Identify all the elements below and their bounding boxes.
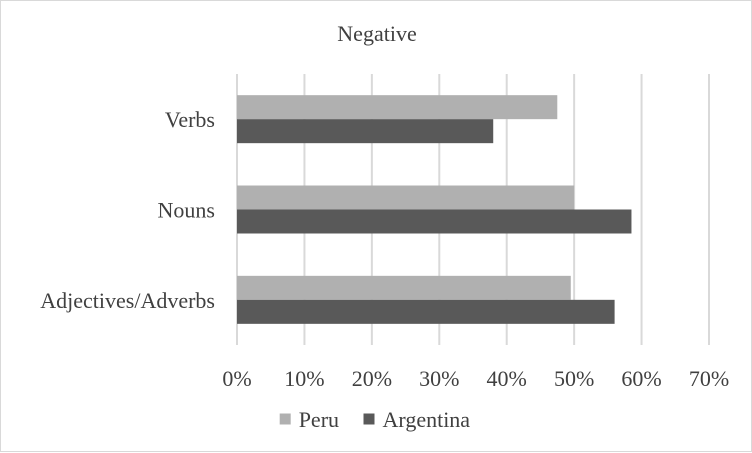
category-label: Nouns — [158, 198, 215, 223]
x-tick-label: 0% — [222, 366, 251, 391]
x-tick-label: 40% — [487, 366, 527, 391]
bar-peru-verbs — [237, 95, 558, 120]
x-tick-labels: 0% 10% 20% 30% 40% 50% 60% 70% — [222, 366, 729, 391]
bar-argentina-adjectives-adverbs — [237, 299, 615, 324]
bar-peru-nouns — [237, 185, 575, 210]
category-label: Verbs — [165, 107, 215, 132]
legend-label-argentina: Argentina — [383, 407, 471, 432]
category-label: Adjectives/Adverbs — [40, 288, 215, 313]
x-tick-label: 10% — [284, 366, 324, 391]
bars — [237, 95, 632, 324]
x-tick-label: 30% — [419, 366, 459, 391]
legend-label-peru: Peru — [299, 407, 339, 432]
legend-swatch-argentina — [363, 413, 375, 425]
legend-swatch-peru — [279, 413, 291, 425]
bar-argentina-nouns — [237, 209, 632, 234]
category-labels: Verbs Nouns Adjectives/Adverbs — [40, 107, 215, 313]
bar-argentina-verbs — [237, 119, 494, 144]
x-tick-label: 60% — [621, 366, 661, 391]
legend: Peru Argentina — [279, 407, 471, 432]
chart-title: Negative — [337, 21, 416, 46]
x-tick-label: 70% — [689, 366, 729, 391]
x-tick-label: 20% — [352, 366, 392, 391]
bar-peru-adjectives-adverbs — [237, 275, 571, 300]
x-tick-label: 50% — [554, 366, 594, 391]
